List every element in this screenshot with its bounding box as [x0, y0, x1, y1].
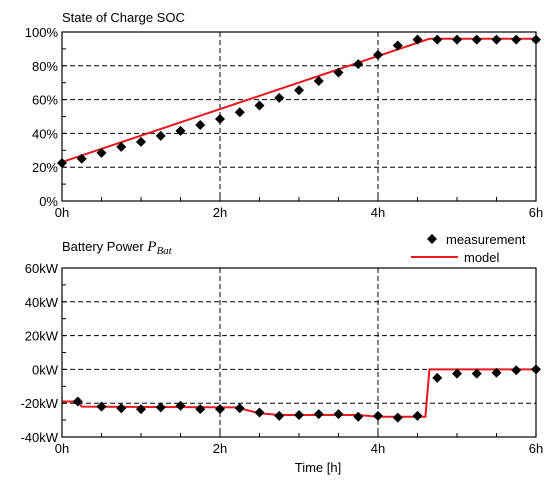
x-tick-label: 4h — [371, 441, 385, 456]
measurement-point — [294, 85, 304, 96]
measurement-point — [136, 404, 146, 415]
measurement-point — [471, 368, 482, 379]
measurement-point — [412, 34, 423, 45]
y-tick-label: 60% — [32, 93, 58, 108]
measurement-point — [373, 410, 383, 421]
measurement-point — [491, 34, 502, 45]
soc-grid — [62, 32, 536, 201]
power-y-axis: -40kW -20kW 0kW 20kW 40kW 60kW — [20, 261, 66, 445]
battery-power-title-symbol: P — [146, 239, 156, 255]
measurement-point — [96, 401, 107, 412]
x-tick-label: 0h — [55, 205, 69, 220]
measurement-point — [234, 403, 245, 414]
y-tick-label: 40% — [32, 126, 58, 141]
measurement-point — [254, 100, 265, 111]
measurement-point — [333, 67, 344, 78]
measurement-point — [96, 147, 107, 158]
x-tick-label: 2h — [213, 441, 227, 456]
measurement-point — [452, 368, 462, 379]
soc-chart: State of Charge SOC 0% 20% 40% 60% 80% 100% 0… — [25, 10, 543, 220]
x-tick-label: 6h — [529, 441, 543, 456]
measurement-point — [392, 412, 403, 423]
y-tick-label: 40kW — [25, 295, 59, 310]
measurement-point — [412, 410, 423, 421]
measurement-point — [432, 34, 443, 45]
measurement-point — [274, 410, 285, 421]
model-line — [61, 37, 536, 164]
measurement-point — [175, 125, 186, 136]
legend-measurement-label: measurement — [446, 232, 526, 247]
y-tick-label: 0% — [39, 194, 58, 209]
measurement-point — [373, 49, 383, 60]
measurement-point — [254, 407, 265, 418]
y-tick-label: 60kW — [25, 261, 59, 276]
x-tick-label: 0h — [55, 441, 69, 456]
battery-power-chart-title: Battery Power PBat — [62, 239, 173, 257]
measurement-point — [511, 34, 522, 45]
power-measurement-series — [72, 364, 541, 423]
power-plot-frame — [61, 267, 537, 438]
x-tick-label: 6h — [529, 205, 543, 220]
measurement-point — [155, 130, 166, 141]
measurement-point — [491, 367, 502, 378]
soc-chart-title: State of Charge SOC — [62, 10, 185, 25]
measurement-point — [511, 365, 522, 376]
soc-x-axis: 0h 2h 4h 6h — [55, 197, 543, 220]
x-tick-label: 4h — [371, 205, 385, 220]
measurement-point — [215, 404, 225, 415]
measurement-point — [333, 409, 344, 420]
y-tick-label: 80% — [32, 59, 58, 74]
measurement-point — [195, 404, 206, 415]
legend-model-label: model — [464, 250, 500, 265]
battery-power-chart: Battery Power PBat -40kW -20kW 0kW 20kW 40kW… — [20, 232, 543, 475]
measurement-point — [215, 114, 225, 125]
measurement-point — [353, 411, 364, 422]
measurement-point — [294, 410, 304, 421]
measurement-point — [313, 76, 324, 87]
measurement-point — [353, 59, 364, 70]
power-x-axis-label: Time [h] — [295, 460, 341, 475]
soc-measurement-series — [57, 34, 541, 168]
measurement-point — [274, 92, 285, 103]
measurement-point — [234, 107, 245, 118]
power-x-axis: 0h 2h 4h 6h — [55, 433, 543, 456]
y-tick-label: 0kW — [32, 362, 59, 377]
measurement-point — [392, 40, 403, 51]
measurement-point — [116, 141, 127, 152]
power-legend: measurement model — [411, 232, 526, 265]
measurement-point — [116, 403, 127, 414]
y-tick-label: -40kW — [20, 430, 58, 445]
soc-y-axis: 0% 20% 40% 60% 80% 100% — [25, 25, 66, 209]
model-line — [62, 368, 536, 418]
measurement-point — [313, 409, 324, 420]
y-tick-label: 100% — [25, 25, 59, 40]
measurement-point — [195, 119, 206, 130]
measurement-point — [72, 396, 83, 407]
measurement-point — [155, 402, 166, 413]
measurement-point — [432, 372, 443, 383]
measurement-point — [452, 34, 462, 45]
soc-model-series — [61, 37, 536, 164]
soc-plot-frame — [61, 31, 537, 202]
y-tick-label: 20% — [32, 160, 58, 175]
measurement-point — [136, 136, 146, 147]
measurement-point — [175, 400, 186, 411]
measurement-point — [76, 153, 87, 164]
x-tick-label: 2h — [213, 205, 227, 220]
y-tick-label: 20kW — [25, 329, 59, 344]
battery-power-title-prefix: Battery Power — [62, 239, 144, 254]
power-model-series — [62, 368, 536, 418]
y-tick-label: -20kW — [20, 396, 58, 411]
legend-measurement-marker — [427, 234, 437, 244]
battery-power-title-subscript: Bat — [156, 245, 172, 257]
measurement-point — [471, 34, 482, 45]
